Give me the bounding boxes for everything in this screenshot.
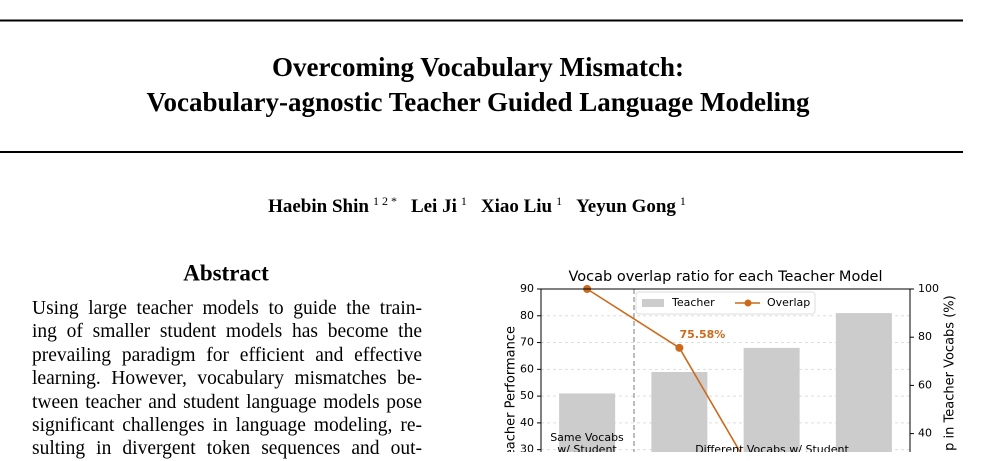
bar xyxy=(559,393,616,452)
abstract-line: ing of smaller student models has become… xyxy=(32,321,422,343)
legend-swatch xyxy=(642,299,664,307)
abstract: Using large teacher models to guide the … xyxy=(32,297,422,461)
line xyxy=(586,288,742,452)
chart-title: Vocab overlap ratio for each Teacher Mod… xyxy=(569,269,883,285)
bar xyxy=(835,313,892,452)
author-name: Haebin Shin xyxy=(268,196,369,217)
y-tick-label: 50 xyxy=(520,389,534,402)
abstract-line: Using large teacher models to guide the … xyxy=(32,298,422,319)
annotation: Different Vocabs w/ Student xyxy=(695,443,849,452)
plot-frame xyxy=(540,288,911,452)
abstract-line: sulting in divergent token sequences and… xyxy=(32,438,422,460)
annotation-line: w/ Student xyxy=(557,443,617,452)
y-tick-label: 80 xyxy=(520,309,534,322)
y-tick-label: 30 xyxy=(520,443,534,452)
author-affil: 1 xyxy=(680,194,686,208)
legend-box xyxy=(635,291,816,315)
bar xyxy=(651,372,708,452)
bar xyxy=(743,347,800,452)
value-label: 75.58% xyxy=(679,328,725,341)
y-tick-label: 90 xyxy=(520,282,534,295)
abstract-line: tween teacher and student language model… xyxy=(32,391,422,413)
author-affil: 1 xyxy=(461,194,467,208)
abstract-line: prevailing paradigm for efficient and ef… xyxy=(32,344,422,366)
author-name: Lei Ji xyxy=(411,196,457,217)
legend-label: Teacher xyxy=(671,296,715,309)
title-line: Overcoming Vocabulary Mismatch: xyxy=(272,52,684,82)
y-tick-label: 70 xyxy=(520,336,534,349)
author-name: Xiao Liu xyxy=(481,196,553,217)
y-tick-label: 60 xyxy=(520,362,534,375)
y2-tick-label: 100 xyxy=(918,282,939,295)
y2-tick-label: 60 xyxy=(918,378,932,391)
point xyxy=(675,343,684,352)
y2-tick-label: 80 xyxy=(918,330,932,343)
author-affil: 1 xyxy=(556,194,562,208)
title-line: Vocabulary-agnostic Teacher Guided Langu… xyxy=(146,87,810,117)
author-name: Yeyun Gong xyxy=(576,196,676,217)
abstract-line: significant challenges in language model… xyxy=(32,415,422,437)
legend-swatch xyxy=(744,299,752,307)
y-tick-label: 40 xyxy=(520,416,534,429)
abstract-line: learning. However, vocabulary mismatches… xyxy=(32,368,422,390)
annotation: Same Vocabs w/ Student xyxy=(550,431,624,452)
legend-label: Overlap xyxy=(767,296,810,309)
annotation-line: Same Vocabs xyxy=(550,431,624,444)
abstract-heading: Abstract xyxy=(183,260,269,285)
author-affil: 1 2 * xyxy=(373,194,397,208)
y2-tick-label: 40 xyxy=(918,427,932,440)
y2-axis-label: Overlap in Teacher Vocabs (%) xyxy=(943,295,958,452)
y-axis-label: Teacher Performance xyxy=(504,326,519,452)
